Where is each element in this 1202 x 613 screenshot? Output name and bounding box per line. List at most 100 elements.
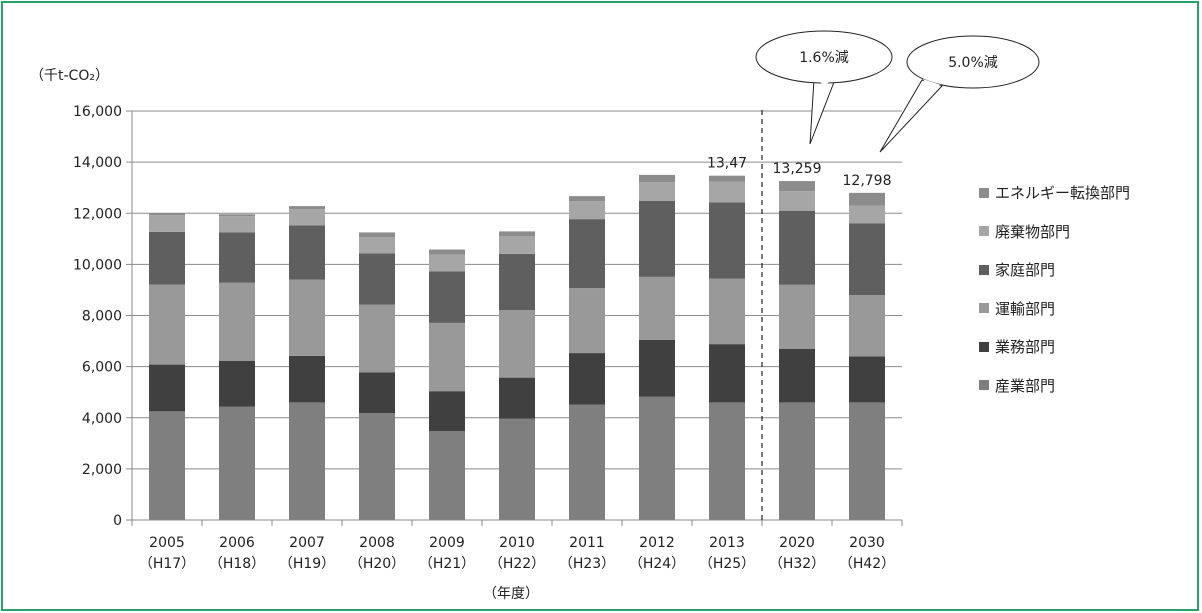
bar-segment [359, 237, 395, 254]
bar-segment [429, 322, 465, 392]
bar-segment [219, 214, 255, 217]
bar-segment [779, 348, 815, 403]
x-tick-label: 2009 [429, 535, 465, 551]
bar-segment [429, 431, 465, 520]
bar-segment [359, 372, 395, 414]
y-tick-label: 10,000 [73, 257, 122, 273]
bar-segment [149, 364, 185, 412]
bar-segment [499, 231, 535, 237]
bar-segment [219, 406, 255, 520]
bar-segment [289, 209, 325, 226]
legend-label: 業務部門 [995, 338, 1056, 356]
bar-segment [569, 201, 605, 220]
bar-segment [849, 223, 885, 296]
bar-segment [289, 279, 325, 356]
x-tick-sublabel: （H32） [769, 556, 825, 572]
legend-item: 運輸部門 [979, 297, 1202, 320]
bar-segment [569, 196, 605, 202]
legend-item: 業務部門 [979, 335, 1202, 358]
y-tick-label: 2,000 [82, 462, 122, 478]
bar-segment [289, 402, 325, 520]
x-tick-label: 2013 [709, 535, 745, 551]
bar-segment [149, 215, 185, 232]
y-axis-label: （千t-CO₂） [30, 68, 109, 84]
x-tick-label: 2008 [359, 535, 395, 551]
bar-segment [359, 253, 395, 305]
callout-seam [923, 79, 941, 90]
bar-segment [779, 402, 815, 520]
bar-segment [359, 304, 395, 373]
bar-total-label: 12,798 [843, 173, 892, 189]
bar-segment [779, 210, 815, 285]
legend-label: 廃棄物部門 [995, 222, 1071, 241]
bar-segment [569, 404, 605, 520]
x-axis-label: （年度） [483, 586, 539, 602]
chart-legend: エネルギー転換部門 廃棄物部門 家庭部門 運輸部門 業務部門 産業部門 [979, 181, 1202, 412]
bar-segment [149, 284, 185, 365]
bar-segment [849, 356, 885, 403]
legend-item: 産業部門 [979, 374, 1202, 397]
legend-swatch [979, 187, 989, 198]
bar-segment [849, 402, 885, 520]
x-tick-label: 2010 [499, 535, 535, 551]
legend-swatch [979, 303, 989, 313]
x-tick-label: 2012 [639, 535, 675, 551]
bar-segment [639, 200, 675, 277]
legend-swatch [979, 341, 989, 352]
x-tick-sublabel: （H23） [559, 556, 615, 572]
callout-pointer [879, 79, 943, 153]
x-tick-label: 2020 [779, 535, 815, 551]
bar-segment [849, 192, 885, 206]
x-tick-label: 2030 [849, 535, 885, 551]
x-tick-sublabel: （H24） [629, 556, 685, 572]
bar-segment [219, 216, 255, 233]
bar-segment [639, 396, 675, 520]
x-tick-sublabel: （H19） [279, 556, 335, 572]
bar-segment [779, 181, 815, 192]
bar-segment [149, 231, 185, 285]
bar-segment [709, 278, 745, 345]
y-tick-label: 4,000 [82, 411, 122, 427]
bar-segment [289, 355, 325, 403]
bar-segment [709, 181, 745, 203]
bar-segment [219, 232, 255, 283]
y-tick-label: 14,000 [73, 155, 122, 171]
bar-segment [429, 271, 465, 323]
callout-text: 5.0%減 [948, 54, 998, 71]
stacked-bar-chart: 0 2,000 4,000 6,000 8,000 10,000 12,000 14,000 1… [30, 30, 1040, 602]
bar-segment [499, 236, 535, 254]
bar-total-label: 13,47 [707, 156, 747, 172]
x-tick-sublabel: （H20） [349, 556, 405, 572]
callout-bubble [906, 35, 1040, 89]
legend-label: 産業部門 [995, 376, 1056, 395]
bar-segment [429, 254, 465, 272]
bar-segment [709, 175, 745, 182]
bar-segment [219, 360, 255, 407]
legend-swatch [979, 226, 989, 236]
bar-segment [639, 339, 675, 397]
bar-segment [709, 202, 745, 279]
bar-segment [709, 402, 745, 520]
x-tick-label: 2005 [149, 535, 185, 551]
x-tick-sublabel: （H18） [209, 556, 265, 572]
x-tick-label: 2007 [289, 535, 325, 551]
x-tick-sublabel: （H22） [489, 556, 545, 572]
y-tick-label: 8,000 [82, 309, 122, 325]
bar-segment [149, 213, 185, 216]
bar-segment [359, 413, 395, 520]
bar-segment [359, 232, 395, 238]
legend-swatch [979, 264, 989, 275]
bar-segment [429, 391, 465, 432]
legend-item: 廃棄物部門 [979, 220, 1202, 243]
bar-segment [569, 219, 605, 289]
bar-segment [849, 295, 885, 357]
y-tick-label: 0 [113, 513, 122, 529]
bar-segment [849, 205, 885, 224]
bar-segment [569, 353, 605, 405]
bar-segment [779, 191, 815, 211]
bar-segment [499, 310, 535, 378]
bar-segment [569, 288, 605, 354]
bar-total-label: 13,259 [773, 161, 822, 177]
y-tick-label: 12,000 [73, 206, 122, 222]
